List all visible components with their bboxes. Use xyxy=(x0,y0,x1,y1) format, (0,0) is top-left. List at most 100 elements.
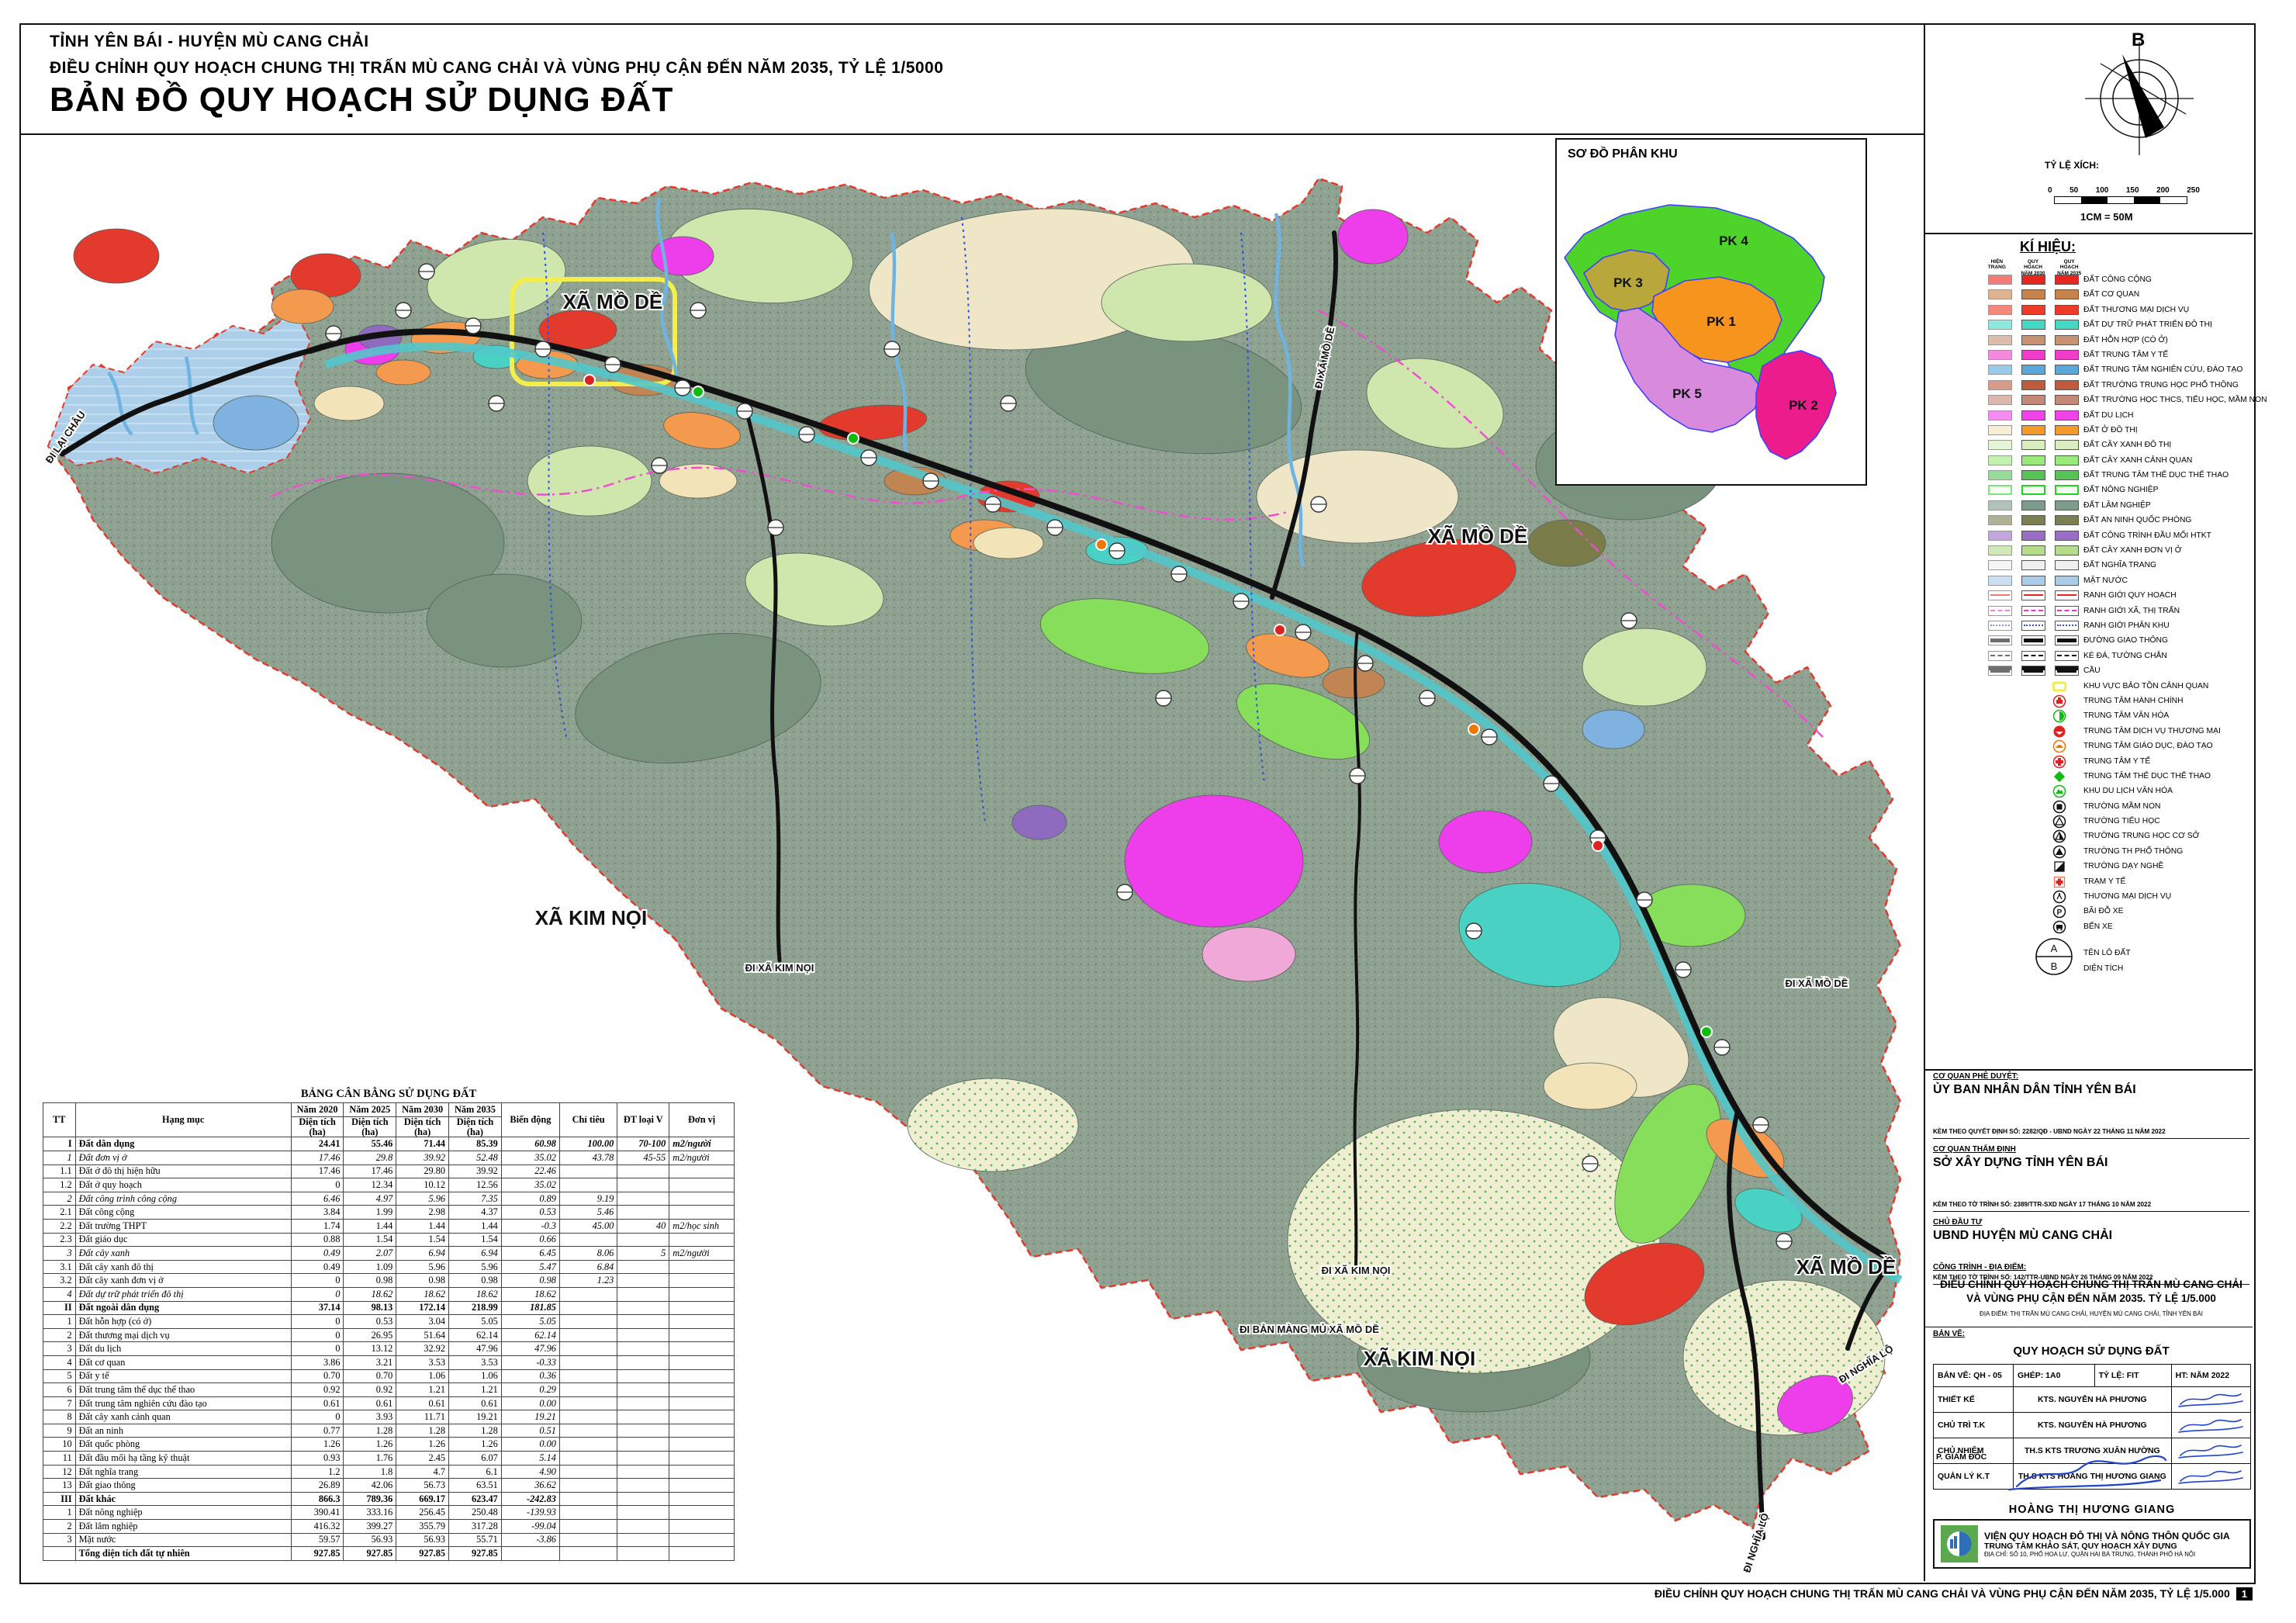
legend-swatch xyxy=(2055,289,2079,300)
legend-swatch xyxy=(2055,575,2079,586)
legend-swatch xyxy=(1988,666,2012,677)
legend-swatch xyxy=(2021,650,2045,661)
poi-dot xyxy=(692,386,704,398)
legend-swatch xyxy=(2021,530,2045,541)
lot-marker xyxy=(1046,519,1063,536)
legend-swatch xyxy=(2021,590,2045,601)
legend-item: RANH GIỚI XÃ, THỊ TRẤN xyxy=(1986,604,2253,619)
legend-item: A B TÊN LÔ ĐẤT DIỆN TÍCH xyxy=(1986,935,2253,985)
legend-swatch xyxy=(1988,635,2012,646)
legend-column-header: HIỆN TRẠNG xyxy=(1987,259,2006,271)
legend-swatch xyxy=(1988,349,2012,360)
primary-school-icon xyxy=(2052,815,2066,829)
road-label: ĐI BẢN MÀNG MỦ XÃ MỒ DỀ xyxy=(1240,1324,1379,1335)
svg-text:PK 4: PK 4 xyxy=(1719,234,1748,248)
legend-swatch xyxy=(1988,470,2012,481)
legend-item-label: CẦU xyxy=(2083,666,2101,676)
trade-service-center-icon xyxy=(2052,725,2066,739)
zone-inset-box: SƠ ĐỒ PHÂN KHU PK 3 PK 4 PK 1 PK 5 PK 2 xyxy=(1555,138,1867,486)
info-role: QUẢN LÝ K.T xyxy=(1933,1463,2014,1490)
director-label: P. GIÁM ĐỐC xyxy=(1936,1452,1987,1462)
legend-swatch xyxy=(2021,455,2045,465)
legend-swatch xyxy=(1988,395,2012,406)
lot-symbol-icon: AB xyxy=(2035,938,2073,975)
footer-strip: ĐIỀU CHỈNH QUY HOẠCH CHUNG THỊ TRẤN MÙ C… xyxy=(0,1587,2253,1601)
legend-swatch xyxy=(2021,440,2045,451)
roads xyxy=(59,230,1896,1540)
lot-marker xyxy=(883,341,901,358)
culture-tourism-icon xyxy=(2052,784,2066,798)
scale-tick: 0 xyxy=(2048,186,2052,195)
legend-swatch xyxy=(2021,379,2045,390)
poi-dot xyxy=(1592,839,1604,852)
reserve-area-icon xyxy=(2052,680,2067,694)
region-label: XÃ MỒ DỀ xyxy=(1428,524,1528,548)
road-label: ĐI XÃ KIM NỌI xyxy=(1322,1265,1391,1276)
signature xyxy=(2170,1412,2252,1438)
poi-dot xyxy=(1468,723,1480,735)
legend-swatch xyxy=(2055,485,2079,496)
scale-tick: 200 xyxy=(2156,186,2170,195)
legend-item-label: KÈ ĐÁ, TƯỜNG CHẮN xyxy=(2083,651,2167,660)
svg-text:B: B xyxy=(2051,960,2058,972)
legend-swatch xyxy=(2055,500,2079,510)
legend-item-label: TÊN LÔ ĐẤT xyxy=(2083,949,2131,958)
drawing-name: QUY HOẠCH SỬ DỤNG ĐẤT xyxy=(2013,1344,2170,1358)
poi-dot xyxy=(1700,1026,1713,1038)
lot-marker xyxy=(1116,884,1133,901)
legend-item-label: MẶT NƯỚC xyxy=(2083,576,2128,585)
legend-item: ĐẤT TRUNG TÂM Y TẾ xyxy=(1986,348,2253,363)
legend-item: ĐẤT TRƯỜNG HỌC THCS, TIỂU HỌC, MẦM NON xyxy=(1986,393,2267,408)
poi-markers xyxy=(583,374,1713,1038)
scale-caption: TỶ LỆ XÍCH: xyxy=(2045,160,2100,171)
legend: ĐẤT CÔNG CỘNG ĐẤT CƠ QUAN ĐẤT THƯƠNG MẠI D… xyxy=(1986,273,2267,985)
table-row: III Đất khác 866.3 789.36 669.17 623.47 -24… xyxy=(43,1491,735,1507)
legend-item: ĐẤT DỰ TRỮ PHÁT TRIỂN ĐÔ THỊ xyxy=(1986,318,2253,333)
rivers xyxy=(107,197,1305,567)
legend-item-label: ĐẤT NÔNG NGHIỆP xyxy=(2083,486,2159,495)
region-label: XÃ KIM NỌI xyxy=(1364,1347,1475,1370)
legend-swatch xyxy=(2021,545,2045,556)
land-balance-table: TT Hạng mục Năm 2020 Năm 2025 Năm 2030 Năm 2… xyxy=(43,1102,735,1561)
approval-blocks: CƠ QUAN PHÊ DUYỆT: ỦY BAN NHÂN DÂN TỈNH … xyxy=(1933,1072,2249,1291)
info-row: CHỦ TRÌ T.K KTS. NGUYỄN HÀ PHƯƠNG xyxy=(1933,1412,2252,1438)
lot-marker xyxy=(1310,496,1327,513)
legend-item: ĐẤT THƯƠNG MẠI DỊCH VỤ xyxy=(1986,303,2253,318)
zone-polygon xyxy=(1583,249,1670,313)
lot-marker xyxy=(1419,690,1436,707)
table-row: 6 Đất trung tâm thể dục thể thao 0.92 0.92… xyxy=(43,1382,735,1397)
legend-item: BẾN XE xyxy=(1986,920,2253,935)
legend-swatch xyxy=(1988,334,2012,345)
scale-bar-segments xyxy=(2054,196,2187,204)
legend-swatch xyxy=(2021,605,2045,616)
legend-swatch xyxy=(2055,545,2079,556)
legend-item: ĐẤT TRUNG TÂM THỂ DỤC THỂ THAO xyxy=(1986,469,2253,483)
info-person: KTS. NGUYỄN HÀ PHƯƠNG xyxy=(2013,1412,2172,1438)
legend-swatch xyxy=(1988,289,2012,300)
legend-swatch xyxy=(2021,635,2045,646)
land-balance-table-block: BẢNG CÂN BẰNG SỬ DỤNG ĐẤT TT Hạng mục Năm… xyxy=(43,1088,735,1561)
lot-marker xyxy=(1155,690,1172,707)
legend-item: ĐẤT TRƯỜNG TRUNG HỌC PHỔ THÔNG xyxy=(1986,379,2253,393)
legend-swatch xyxy=(2055,424,2079,435)
table-row: 2 Đất công trình công cộng 6.46 4.97 5.96 7… xyxy=(43,1191,735,1206)
legend-swatch xyxy=(2021,304,2045,315)
project-name: ĐIỀU CHỈNH QUY HOẠCH CHUNG THỊ TRẤN MÙ C… xyxy=(1940,1279,2242,1305)
legend-item-label: ĐẤT TRUNG TÂM NGHIÊN CỨU, ĐÀO TẠO xyxy=(2083,365,2243,375)
approval-note: KÈM THEO QUYẾT ĐỊNH SỐ: 2282/QĐ - UBND N… xyxy=(1933,1128,2166,1135)
lot-marker xyxy=(1465,922,1482,940)
legend-item-label: TRUNG TÂM DỊCH VỤ THƯƠNG MẠI xyxy=(2083,726,2221,735)
legend-item: RANH GIỚI QUY HOẠCH xyxy=(1986,589,2253,604)
lot-marker xyxy=(1776,1233,1793,1250)
poi-dot xyxy=(1274,624,1286,636)
commune-boundaries xyxy=(271,309,1824,738)
legend-item-label: DIỆN TÍCH xyxy=(2083,964,2124,974)
legend-item-label: RANH GIỚI QUY HOẠCH xyxy=(2083,591,2177,600)
approval-heading: CHỦ ĐẦU TƯ xyxy=(1933,1218,1983,1227)
legend-swatch xyxy=(2021,666,2045,677)
legend-item: TRƯỜNG MẦM NON xyxy=(1986,800,2253,815)
table-row: 2.1 Đất công cộng 3.84 1.99 2.98 4.37 0.53 5… xyxy=(43,1205,735,1220)
legend-swatch xyxy=(1988,424,2012,435)
highschool-icon xyxy=(2052,845,2066,859)
lot-marker xyxy=(1108,542,1126,559)
